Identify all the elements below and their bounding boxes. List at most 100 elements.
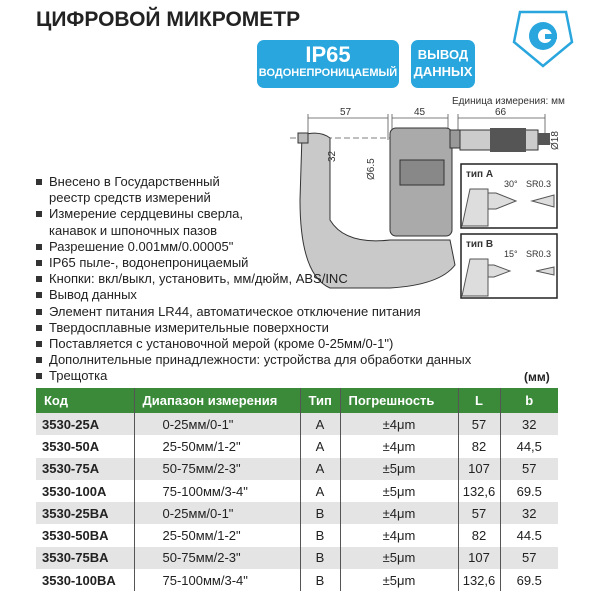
table-unit: (мм) xyxy=(524,370,550,384)
cell-l: 132,6 xyxy=(458,569,501,592)
cell-l: 132,6 xyxy=(458,479,501,503)
cell-type: A xyxy=(300,479,341,503)
cell-b: 57 xyxy=(500,457,558,480)
col-b: b xyxy=(500,388,558,413)
dim-6-5: Ø6.5 xyxy=(366,158,377,180)
col-range: Диапазон измерения xyxy=(134,388,301,413)
type-a-radius: SR0.3 xyxy=(526,179,551,189)
cell-code: 3530-75A xyxy=(36,457,135,480)
feature-item: Разрешение 0.001мм/0.00005" xyxy=(36,239,471,255)
feature-item: Кнопки: вкл/выкл, установить, мм/дюйм, A… xyxy=(36,271,471,287)
feature-item: Твердосплавные измерительные поверхности xyxy=(36,320,471,336)
cell-type: B xyxy=(300,502,341,525)
waterproof-label: ВОДОНЕПРОНИЦАЕМЫЙ xyxy=(258,67,398,79)
cell-l: 107 xyxy=(458,457,501,480)
feature-item: реестр средств измерений xyxy=(49,190,211,206)
type-a-angle: 30° xyxy=(504,179,518,189)
tip-type-b-diagram: тип В 15° SR0.3 xyxy=(460,233,558,299)
cell-l: 82 xyxy=(458,524,501,547)
table-header: Код Диапазон измерения Тип Погрешность L… xyxy=(36,388,558,413)
cell-b: 32 xyxy=(500,502,558,525)
cell-code: 3530-50A xyxy=(36,435,135,458)
table-row: 3530-50BA 25-50мм/1-2" B ±4μm 82 44.5 xyxy=(36,524,558,547)
cell-b: 44,5 xyxy=(516,438,542,454)
cell-l: 82 xyxy=(458,435,501,458)
certification-logo xyxy=(512,10,574,68)
cell-code: 3530-100BA xyxy=(36,569,135,592)
cell-range: 25-50мм/1-2" xyxy=(134,524,301,547)
table-row: 3530-75A 50-75мм/2-3" A ±5μm 107 57 xyxy=(36,457,558,480)
cell-b: 69.5 xyxy=(516,483,542,499)
feature-item: канавок и шпоночных пазов xyxy=(49,222,218,238)
cell-b: 44.5 xyxy=(516,528,542,544)
table-row: 3530-25BA 0-25мм/0-1" B ±4μm 57 32 xyxy=(36,502,558,525)
feature-item: Трещотка xyxy=(36,368,471,384)
cell-range: 25-50мм/1-2" xyxy=(134,435,301,458)
cell-code: 3530-75BA xyxy=(36,546,135,570)
cell-range: 50-75мм/2-3" xyxy=(134,546,301,570)
col-l: L xyxy=(458,388,501,413)
cell-type: B xyxy=(300,546,341,570)
page-title: ЦИФРОВОЙ МИКРОМЕТР xyxy=(36,8,301,31)
output-label-1: ВЫВОД xyxy=(417,47,469,62)
dim-66: 66 xyxy=(495,107,507,118)
cell-code: 3530-100A xyxy=(36,479,135,503)
dim-45: 45 xyxy=(414,107,426,118)
col-accuracy: Погрешность xyxy=(340,388,459,413)
cell-b: 69.5 xyxy=(516,572,542,588)
cell-accuracy: ±5μm xyxy=(340,457,459,480)
cell-accuracy: ±4μm xyxy=(340,435,459,458)
feature-item: Вывод данных xyxy=(36,287,471,303)
cell-accuracy: ±4μm xyxy=(340,524,459,547)
cell-range: 0-25мм/0-1" xyxy=(134,413,301,436)
cell-accuracy: ±5μm xyxy=(340,546,459,570)
dim-18: Ø18 xyxy=(550,131,561,150)
data-output-badge: ВЫВОД ДАННЫХ xyxy=(411,40,475,88)
feature-item: Поставляется с установочной мерой (кроме… xyxy=(36,336,471,352)
table-row: 3530-50A 25-50мм/1-2" A ±4μm 82 44,5 xyxy=(36,435,558,458)
spec-table: Код Диапазон измерения Тип Погрешность L… xyxy=(36,388,558,592)
feature-item: Элемент питания LR44, автоматическое отк… xyxy=(36,304,471,320)
cell-range: 0-25мм/0-1" xyxy=(134,502,301,525)
ip65-label: IP65 xyxy=(305,42,351,67)
cell-range: 75-100мм/3-4" xyxy=(134,479,301,503)
feature-list: Внесено в Государственный реестр средств … xyxy=(36,174,471,385)
cell-type: A xyxy=(300,457,341,480)
cell-type: A xyxy=(300,413,341,436)
cell-type: B xyxy=(300,569,341,592)
cell-accuracy: ±5μm xyxy=(340,569,459,592)
feature-item: IP65 пыле-, водонепроницаемый xyxy=(36,255,471,271)
cell-accuracy: ±5μm xyxy=(340,479,459,503)
dim-57: 57 xyxy=(340,107,352,118)
cell-l: 107 xyxy=(458,546,501,570)
col-type: Тип xyxy=(300,388,341,413)
feature-item: Измерение сердцевины сверла, xyxy=(36,206,471,222)
table-row: 3530-75BA 50-75мм/2-3" B ±5μm 107 57 xyxy=(36,546,558,570)
type-b-angle: 15° xyxy=(504,249,518,259)
feature-item: Внесено в Государственный xyxy=(36,174,471,190)
table-row: 3530-100BA 75-100мм/3-4" B ±5μm 132,6 69.5 xyxy=(36,569,558,592)
type-b-radius: SR0.3 xyxy=(526,249,551,259)
dim-32: 32 xyxy=(327,150,338,162)
table-row: 3530-100A 75-100мм/3-4" A ±5μm 132,6 69.5 xyxy=(36,479,558,503)
cell-accuracy: ±4μm xyxy=(340,413,459,436)
cell-code: 3530-25A xyxy=(36,413,135,436)
table-row: 3530-25A 0-25мм/0-1" A ±4μm 57 32 xyxy=(36,413,558,436)
unit-label: Единица измерения: мм xyxy=(452,96,565,107)
feature-item: Дополнительные принадлежности: устройств… xyxy=(36,352,471,368)
ip65-badge: IP65 ВОДОНЕПРОНИЦАЕМЫЙ xyxy=(257,40,399,88)
cell-b: 32 xyxy=(500,413,558,436)
col-code: Код xyxy=(36,388,135,413)
type-a-label: тип А xyxy=(466,169,493,180)
cell-code: 3530-25BA xyxy=(36,502,135,525)
tip-type-a-diagram: тип А 30° SR0.3 xyxy=(460,163,558,229)
cell-range: 75-100мм/3-4" xyxy=(134,569,301,592)
cell-accuracy: ±4μm xyxy=(340,502,459,525)
cell-type: B xyxy=(300,524,341,547)
type-b-label: тип В xyxy=(466,239,493,250)
cell-range: 50-75мм/2-3" xyxy=(134,457,301,480)
output-label-2: ДАННЫХ xyxy=(413,64,473,79)
micrometer-diagram: 57 45 66 32 Ø6.5 Ø18 xyxy=(290,107,561,289)
cell-type: A xyxy=(300,435,341,458)
cell-code: 3530-50BA xyxy=(36,524,135,547)
